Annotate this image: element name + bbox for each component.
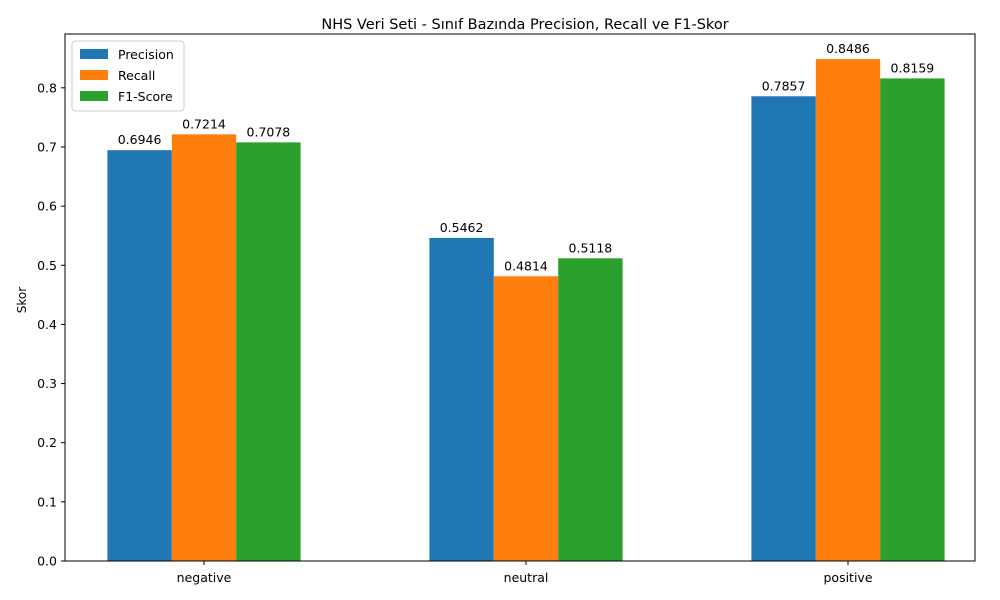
legend-swatch-precision xyxy=(80,49,108,59)
bar-recall-neutral xyxy=(493,276,559,561)
plot-frame xyxy=(64,33,976,562)
y-tick-label: 0.3 xyxy=(37,376,57,391)
value-label-precision-positive: 0.7857 xyxy=(762,78,806,93)
value-label-f1-score-negative: 0.7078 xyxy=(247,124,291,139)
y-tick-label: 0.8 xyxy=(37,80,57,95)
y-axis: 0.0 0.1 0.2 0.3 0.4 0.5 0.6 0.7 0.8 xyxy=(37,80,65,569)
legend-label-f1-score: F1-Score xyxy=(118,89,173,104)
x-tick-label-neutral: neutral xyxy=(504,570,549,585)
legend-swatch-f1-score xyxy=(80,91,108,101)
bar-precision-positive xyxy=(751,96,816,562)
x-axis: negative neutral positive xyxy=(177,561,873,585)
bar-precision-negative xyxy=(107,150,172,561)
bar-recall-negative xyxy=(171,134,237,561)
x-tick-label-positive: positive xyxy=(823,570,872,585)
value-label-recall-neutral: 0.4814 xyxy=(504,258,548,273)
y-tick-label: 0.5 xyxy=(37,258,57,273)
y-tick-label: 0.2 xyxy=(37,435,57,450)
y-tick-label: 0.4 xyxy=(37,317,57,332)
bar-f1-score-neutral xyxy=(558,258,623,561)
legend: Precision Recall F1-Score xyxy=(71,40,185,112)
y-tick-label: 0.0 xyxy=(37,554,57,569)
legend-swatch-recall xyxy=(80,70,108,80)
legend-label-recall: Recall xyxy=(118,68,155,83)
value-label-precision-negative: 0.6946 xyxy=(118,132,162,147)
value-label-f1-score-positive: 0.8159 xyxy=(891,60,935,75)
value-label-recall-positive: 0.8486 xyxy=(826,41,870,56)
legend-label-precision: Precision xyxy=(118,47,174,62)
value-label-f1-score-neutral: 0.5118 xyxy=(569,240,613,255)
bar-precision-neutral xyxy=(429,237,494,561)
y-tick-label: 0.1 xyxy=(37,494,57,509)
bar-f1-score-negative xyxy=(236,142,301,561)
y-axis-label: Skor xyxy=(15,287,29,313)
bar-recall-positive xyxy=(815,59,881,561)
y-tick-label: 0.6 xyxy=(37,199,57,214)
value-labels-layer: 0.6946 0.5462 0.7857 0.7214 0.4814 0.8486 0.70… xyxy=(118,41,935,273)
value-label-precision-neutral: 0.5462 xyxy=(440,220,484,235)
bar-f1-score-positive xyxy=(880,78,945,561)
x-tick-label-negative: negative xyxy=(177,570,232,585)
value-label-recall-negative: 0.7214 xyxy=(182,116,226,131)
chart-title: NHS Veri Seti - Sınıf Bazında Precision,… xyxy=(321,17,728,33)
bars-layer xyxy=(107,59,945,562)
y-tick-label: 0.7 xyxy=(37,139,57,154)
